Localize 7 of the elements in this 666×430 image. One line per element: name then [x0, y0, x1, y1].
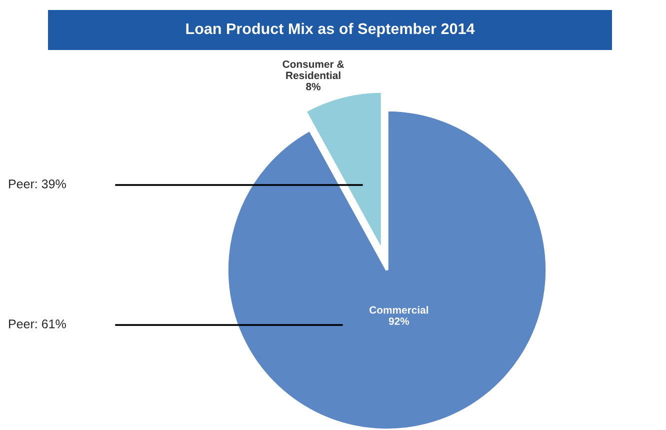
- slice-label: Consumer & Residential: [282, 60, 344, 80]
- text: Peer: 39%: [9, 180, 66, 188]
- data-label: 92%: [388, 318, 410, 325]
- chart-title: Loan Product Mix as of September 2014: [186, 22, 475, 38]
- data-label: 8%: [306, 82, 321, 90]
- slice-label: Commercial: [370, 306, 428, 314]
- text: Peer: 61%: [9, 320, 66, 328]
